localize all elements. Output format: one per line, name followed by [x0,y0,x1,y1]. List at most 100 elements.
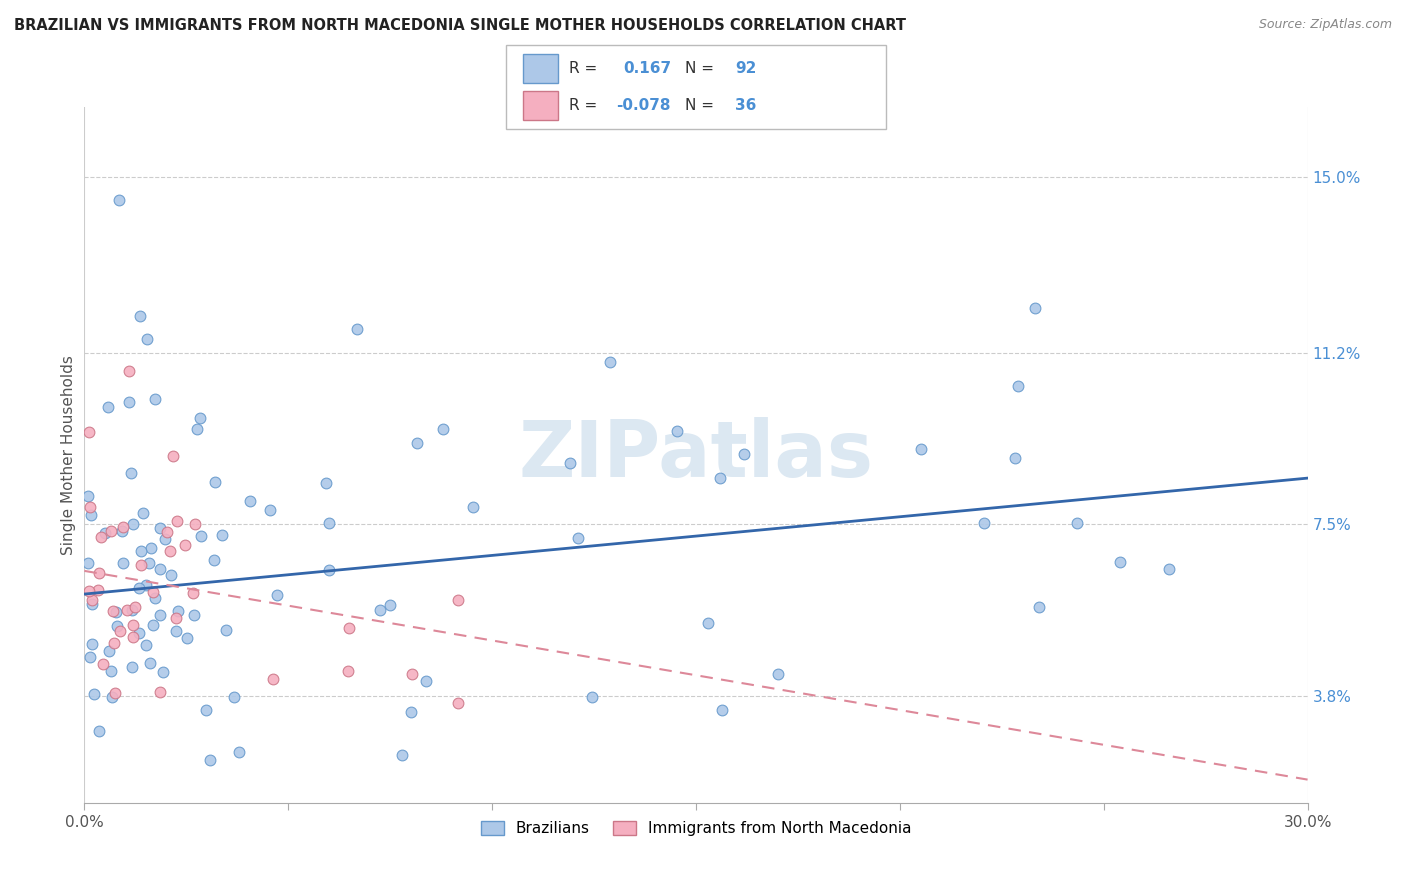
Point [318,516,340,530]
Point [415,673,437,688]
Point [733,447,755,461]
Text: 92: 92 [735,61,756,76]
Point [129,309,152,323]
Text: 36: 36 [735,98,756,113]
Point [100,664,122,678]
Point [149,684,172,698]
Point [211,528,233,542]
Point [401,667,423,681]
Point [567,532,589,546]
Point [79,584,101,599]
Point [336,665,359,679]
Point [80,637,103,651]
Point [121,660,143,674]
Point [124,600,146,615]
Point [228,745,250,759]
Point [399,705,422,719]
Point [132,506,155,520]
Point [239,494,262,508]
Point [143,591,166,606]
Point [128,581,150,595]
Point [446,593,468,607]
Bar [523,54,558,83]
Point [200,753,222,767]
Point [115,603,138,617]
Point [104,686,127,700]
Point [91,657,114,671]
Text: R =: R = [569,61,603,76]
Point [183,586,205,600]
Point [129,558,152,573]
Point [152,665,174,679]
Point [463,500,485,514]
Point [142,585,165,599]
Point [103,636,125,650]
Point [79,500,101,514]
Point [100,524,122,538]
Point [77,425,100,439]
Text: BRAZILIAN VS IMMIGRANTS FROM NORTH MACEDONIA SINGLE MOTHER HOUSEHOLDS CORRELATIO: BRAZILIAN VS IMMIGRANTS FROM NORTH MACED… [14,18,905,33]
Point [188,411,211,425]
Point [83,687,105,701]
Point [447,696,470,710]
Point [204,475,226,489]
Point [156,524,179,539]
Point [266,588,288,602]
Point [111,524,134,538]
Point [111,556,134,570]
Text: N =: N = [685,98,718,113]
Point [183,607,205,622]
Point [910,442,932,457]
Point [1028,600,1050,615]
Point [138,656,160,670]
Point [432,422,454,436]
Point [118,364,141,378]
Point [138,556,160,570]
Point [162,449,184,463]
Point [194,703,217,717]
Point [262,672,284,686]
Point [173,538,195,552]
Point [90,530,112,544]
Point [1066,516,1088,530]
Point [711,703,734,717]
Point [142,618,165,632]
Point [97,401,120,415]
Point [378,598,401,612]
Point [1109,555,1132,569]
Point [599,355,621,369]
Point [77,489,100,503]
Point [973,516,995,530]
Point [80,508,103,522]
Point [149,521,172,535]
Point [149,562,172,576]
Point [184,517,207,532]
Point [176,632,198,646]
Point [337,621,360,635]
Point [259,503,281,517]
Point [100,690,122,704]
Point [315,476,337,491]
Point [558,456,581,470]
Point [128,626,150,640]
Text: -0.078: -0.078 [616,98,671,113]
Point [165,611,187,625]
Point [108,193,131,207]
Point [139,541,162,556]
Point [80,593,103,607]
Point [405,436,427,450]
Point [697,615,720,630]
Point [143,392,166,407]
Point [93,526,115,541]
Point [149,607,172,622]
Point [222,690,245,704]
Point [215,623,238,637]
Point [666,424,689,438]
Point [105,618,128,632]
FancyBboxPatch shape [506,45,886,129]
Point [346,322,368,336]
Point [97,644,120,658]
Point [129,543,152,558]
Point [368,603,391,617]
Point [87,566,110,580]
